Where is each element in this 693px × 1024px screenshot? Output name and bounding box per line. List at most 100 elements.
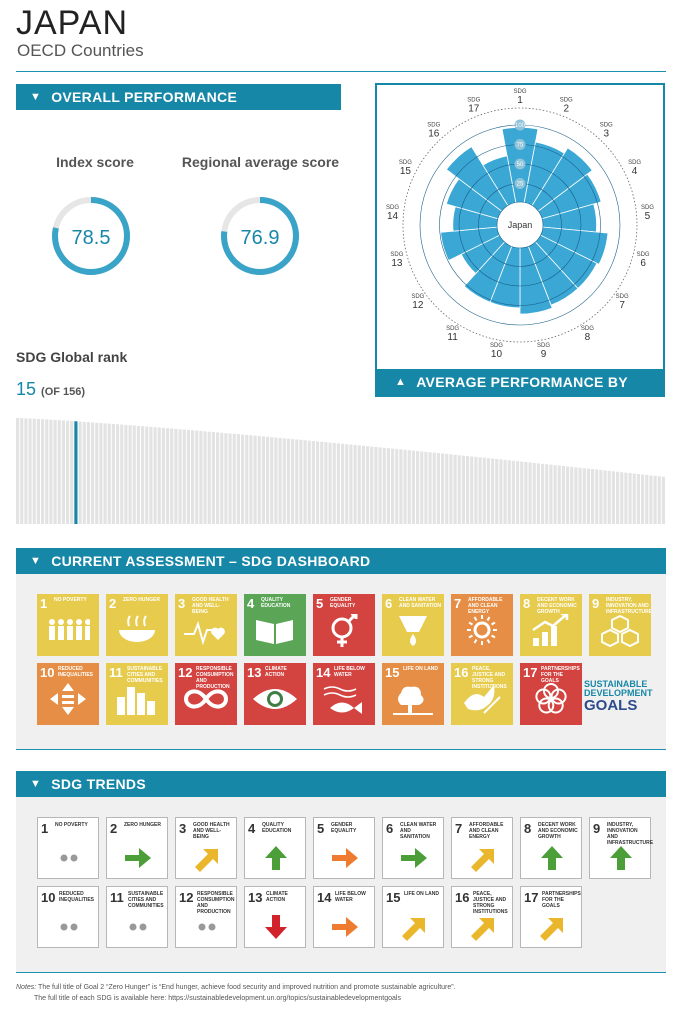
rank-bar	[582, 468, 586, 524]
dashboard-tile-sdg-6: 6 CLEAN WATER AND SANITATION	[382, 594, 444, 656]
dashboard-tile-label: LIFE ON LAND	[403, 666, 438, 672]
trend-tile-sdg-14: 14 LIFE BELOW WATER	[313, 886, 375, 948]
trend-tile-sdg-10: 10 REDUCED INEQUALITIES	[37, 886, 99, 948]
triangle-down-icon: ▼	[30, 555, 42, 567]
arrow-right-icon	[401, 848, 427, 868]
rank-bar	[211, 432, 215, 524]
dashboard-banner: ▼ CURRENT ASSESSMENT – SDG DASHBOARD	[16, 548, 666, 574]
trend-tile-sdg-16: 16 PEACE, JUSTICE AND STRONG INSTITUTIONS	[451, 886, 513, 948]
fish-icon	[323, 686, 362, 714]
rank-bar	[116, 424, 120, 524]
radar-tick-badge-75	[514, 139, 526, 150]
trend-tile-sdg-8: 8 DECENT WORK AND ECONOMIC GROWTH	[520, 817, 582, 879]
rank-bar	[120, 424, 124, 524]
rank-bar	[624, 472, 628, 524]
trend-tile-label: DECENT WORK AND ECONOMIC GROWTH	[538, 822, 578, 840]
rank-bar	[524, 462, 528, 524]
dashboard-tile-label: SUSTAINABLE CITIES AND COMMUNITIES	[127, 666, 163, 684]
heartbeat-icon	[184, 620, 225, 646]
trend-tile-label: GENDER EQUALITY	[331, 822, 357, 834]
rank-bar	[178, 429, 182, 524]
rank-bar	[482, 457, 486, 524]
dashboard-tile-number: 6	[385, 596, 393, 611]
rank-bar	[245, 434, 249, 524]
country-group: OECD Countries	[17, 41, 144, 60]
svg-text:8: 8	[585, 332, 591, 343]
rank-bar	[420, 451, 424, 524]
rank-bar	[257, 436, 261, 524]
trend-stagnating-icon	[60, 854, 78, 862]
sdg-logo-line1: SUSTAINABLE	[584, 679, 648, 689]
arrow-right-icon	[125, 848, 151, 868]
svg-text:1: 1	[517, 95, 523, 106]
rank-bar	[657, 476, 661, 524]
rank-bar	[628, 473, 632, 524]
rank-bar	[241, 434, 245, 524]
rank-bar	[557, 465, 561, 524]
rank-bar	[353, 444, 357, 524]
trend-tile-number: 17	[524, 890, 539, 905]
dashboard-tile-sdg-10: 10 REDUCED INEQUALITIES	[37, 663, 99, 725]
radar-center-label: Japan	[508, 220, 533, 230]
trend-tile-label: PARTNERSHIPS FOR THE GOALS	[542, 891, 581, 909]
dashboard-tile-sdg-7: 7 AFFORDABLE AND CLEAN ENERGY	[451, 594, 513, 656]
rank-bar	[516, 461, 520, 524]
rings-icon	[535, 683, 567, 714]
dashboard-tile-number: 15	[385, 665, 400, 680]
svg-text:SDG: SDG	[537, 343, 550, 349]
trend-tile-number: 3	[179, 821, 187, 836]
dashboard-tile-number: 17	[523, 665, 538, 680]
trend-tile-number: 2	[110, 821, 118, 836]
rank-bar	[216, 432, 220, 524]
rank-bar	[236, 434, 240, 524]
svg-text:16: 16	[428, 128, 440, 139]
rank-bar	[332, 442, 336, 524]
rank-bar	[307, 440, 311, 524]
rank-bar	[186, 429, 190, 524]
dashboard-tile-label: LIFE BELOW WATER	[334, 666, 365, 678]
rank-bar	[620, 472, 624, 524]
rank-bar	[366, 446, 370, 524]
trends-label: SDG TRENDS	[51, 776, 146, 792]
rank-bar	[349, 444, 353, 524]
rank-bar	[532, 462, 536, 524]
svg-text:13: 13	[391, 258, 403, 269]
trend-tile-label: RESPONSIBLE CONSUMPTION AND PRODUCTION	[197, 891, 235, 915]
rank-bar	[124, 424, 128, 524]
rank-bar	[270, 437, 274, 524]
dashboard-tile-number: 2	[109, 596, 117, 611]
header-divider	[16, 71, 666, 72]
radar-tick-badge-100	[514, 119, 526, 131]
dashboard-tile-label: ZERO HUNGER	[123, 597, 160, 603]
svg-text:17: 17	[468, 104, 480, 115]
rank-bar	[478, 457, 482, 524]
rank-bar	[520, 461, 524, 524]
dashboard-tile-sdg-12: 12 RESPONSIBLE CONSUMPTION AND PRODUCTION	[175, 663, 237, 725]
trend-tile-label: CLIMATE ACTION	[266, 891, 288, 903]
infinity-icon	[184, 689, 228, 709]
trend-tile-number: 12	[179, 890, 194, 905]
rank-bar	[603, 470, 607, 524]
dashboard-tile-number: 14	[316, 665, 331, 680]
rank-bar	[428, 452, 432, 524]
rank-bar	[411, 450, 415, 524]
rank-bar	[561, 466, 565, 524]
eye-globe-icon	[253, 689, 297, 709]
svg-text:SDG: SDG	[490, 343, 503, 349]
trend-tile-number: 1	[41, 821, 49, 836]
rank-bar	[528, 462, 532, 524]
dashboard-tile-label: AFFORDABLE AND CLEAN ENERGY	[468, 597, 503, 615]
rank-bar	[299, 439, 303, 524]
radar-tick-label-75: 75	[517, 143, 524, 149]
trend-tile-number: 6	[386, 821, 394, 836]
radar-tick-label-50: 50	[517, 162, 524, 168]
trend-tile-label: GOOD HEALTH AND WELL-BEING	[193, 822, 230, 840]
svg-text:SDG: SDG	[446, 326, 459, 332]
dashboard-tile-number: 4	[247, 596, 255, 611]
